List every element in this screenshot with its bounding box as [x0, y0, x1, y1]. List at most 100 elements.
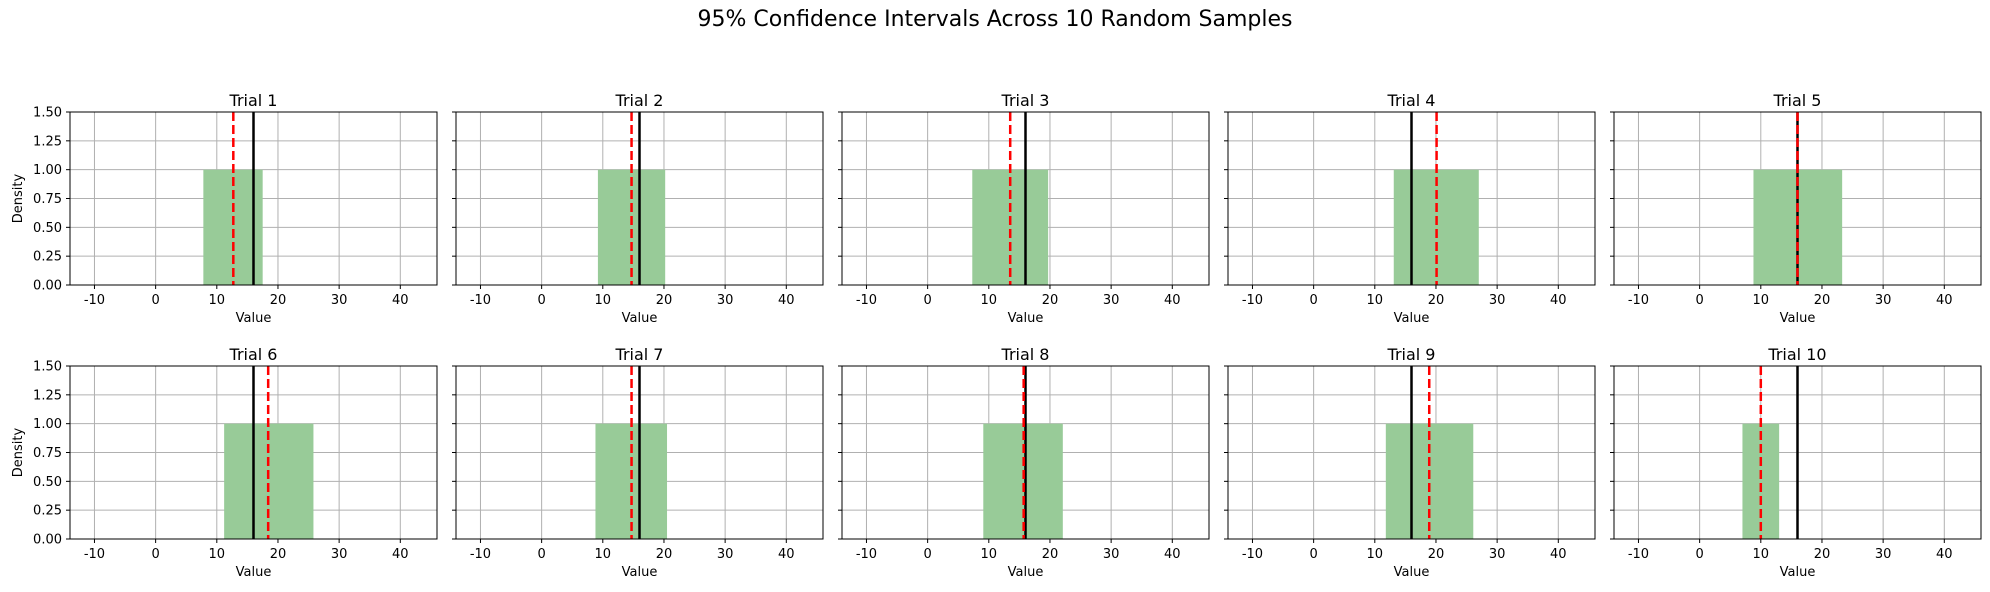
y-tick-label: 1.50: [33, 360, 62, 375]
x-tick-label: -10: [470, 293, 491, 308]
x-tick-label: -10: [1628, 293, 1649, 308]
y-axis-label: Density: [11, 427, 26, 477]
x-tick-label: 20: [1042, 547, 1059, 562]
y-tick-label: 1.25: [33, 388, 62, 403]
x-tick-label: 0: [923, 293, 931, 308]
chart-panel-5: -10 0 10 20 30 40 Trial 5 Value: [1610, 91, 1982, 326]
x-tick-label: 30: [1103, 547, 1120, 562]
x-tick-label: 20: [1814, 293, 1831, 308]
chart-panel-7: -10 0 10 20 30 40 Trial 7 Value: [452, 345, 824, 580]
panel-title: Trial 7: [615, 345, 664, 364]
x-tick-label: 20: [1428, 293, 1445, 308]
x-axis-label: Value: [1394, 311, 1430, 326]
chart-panel-9: -10 0 10 20 30 40 Trial 9 Value: [1224, 345, 1596, 580]
x-tick-label: 30: [1489, 547, 1506, 562]
x-tick-label: 40: [1164, 293, 1181, 308]
y-tick-label: 0.00: [33, 279, 62, 294]
x-tick-label: 0: [923, 547, 931, 562]
y-tick-label: 1.00: [33, 417, 62, 432]
confidence-interval-bar: [224, 423, 314, 539]
x-tick-label: 30: [331, 293, 348, 308]
x-tick-label: 0: [1309, 547, 1317, 562]
x-tick-label: 20: [656, 293, 673, 308]
x-tick-label: 20: [1814, 547, 1831, 562]
chart-panel-1: -10 0 10 20 30 40 0.00 0.25 0.50 0.75 1.00 1.25 1.50…: [11, 91, 438, 326]
confidence-interval-bar: [983, 423, 1063, 539]
confidence-interval-bar: [597, 169, 666, 285]
confidence-interval-bar: [1742, 423, 1780, 539]
x-tick-label: 10: [1753, 547, 1770, 562]
x-tick-label: 10: [1367, 293, 1384, 308]
x-tick-label: 10: [981, 547, 998, 562]
figure-title: 95% Confidence Intervals Across 10 Rando…: [698, 7, 1293, 32]
panel-grid: -10 0 10 20 30 40 0.00 0.25 0.50 0.75 1.00 1.25 1.50…: [11, 91, 1982, 580]
x-tick-label: 40: [1550, 547, 1567, 562]
x-tick-label: 0: [537, 293, 545, 308]
x-tick-label: 40: [1936, 293, 1953, 308]
x-tick-label: 0: [1695, 547, 1703, 562]
chart-panel-10: -10 0 10 20 30 40 Trial 10 Value: [1610, 345, 1982, 580]
chart-panel-2: -10 0 10 20 30 40 Trial 2 Value: [452, 91, 824, 326]
x-tick-label: 30: [1103, 293, 1120, 308]
x-axis-label: Value: [236, 311, 272, 326]
x-axis-label: Value: [622, 565, 658, 580]
panel-title: Trial 1: [229, 91, 278, 110]
chart-panel-3: -10 0 10 20 30 40 Trial 3 Value: [838, 91, 1210, 326]
x-tick-label: 10: [1367, 547, 1384, 562]
x-tick-label: -10: [470, 547, 491, 562]
x-tick-label: -10: [1242, 547, 1263, 562]
x-tick-label: -10: [1628, 547, 1649, 562]
panel-title: Trial 5: [1773, 91, 1822, 110]
y-tick-label: 0.00: [33, 533, 62, 548]
x-tick-label: 0: [151, 547, 159, 562]
x-tick-label: 30: [1875, 293, 1892, 308]
y-tick-label: 1.25: [33, 134, 62, 149]
x-tick-label: 40: [392, 293, 409, 308]
x-axis-label: Value: [1008, 311, 1044, 326]
y-tick-label: 1.50: [33, 106, 62, 121]
confidence-interval-bar: [1393, 169, 1479, 285]
y-tick-label: 1.00: [33, 163, 62, 178]
x-axis-label: Value: [1008, 565, 1044, 580]
x-tick-label: 10: [595, 547, 612, 562]
x-tick-label: 20: [1428, 547, 1445, 562]
x-tick-label: 30: [331, 547, 348, 562]
y-axis-label: Density: [11, 173, 26, 223]
x-tick-label: -10: [1242, 293, 1263, 308]
x-tick-label: 40: [778, 547, 795, 562]
y-tick-label: 0.75: [33, 446, 62, 461]
x-tick-label: 10: [595, 293, 612, 308]
x-tick-label: 30: [717, 293, 734, 308]
panel-title: Trial 2: [615, 91, 664, 110]
panel-title: Trial 8: [1001, 345, 1050, 364]
x-tick-label: 40: [1164, 547, 1181, 562]
x-tick-label: -10: [856, 293, 877, 308]
x-tick-label: -10: [856, 547, 877, 562]
x-axis-label: Value: [1394, 565, 1430, 580]
x-tick-label: 20: [1042, 293, 1059, 308]
confidence-interval-bar: [1385, 423, 1474, 539]
panel-title: Trial 3: [1001, 91, 1050, 110]
x-tick-label: 0: [1695, 293, 1703, 308]
x-tick-label: 30: [1489, 293, 1506, 308]
chart-panel-8: -10 0 10 20 30 40 Trial 8 Value: [838, 345, 1210, 580]
y-tick-label: 0.50: [33, 221, 62, 236]
panel-title: Trial 4: [1387, 91, 1436, 110]
x-tick-label: 40: [778, 293, 795, 308]
x-tick-label: -10: [84, 547, 105, 562]
x-tick-label: 40: [1936, 547, 1953, 562]
chart-panel-4: -10 0 10 20 30 40 Trial 4 Value: [1224, 91, 1596, 326]
x-tick-label: 20: [270, 547, 287, 562]
x-tick-label: 30: [1875, 547, 1892, 562]
x-tick-label: 20: [270, 293, 287, 308]
x-axis-label: Value: [622, 311, 658, 326]
y-tick-label: 0.25: [33, 250, 62, 265]
x-tick-label: 10: [1753, 293, 1770, 308]
x-axis-label: Value: [1780, 565, 1816, 580]
panel-title: Trial 6: [229, 345, 278, 364]
x-tick-label: 10: [981, 293, 998, 308]
x-tick-label: 40: [392, 547, 409, 562]
x-tick-label: 0: [151, 293, 159, 308]
x-tick-label: 10: [209, 293, 226, 308]
